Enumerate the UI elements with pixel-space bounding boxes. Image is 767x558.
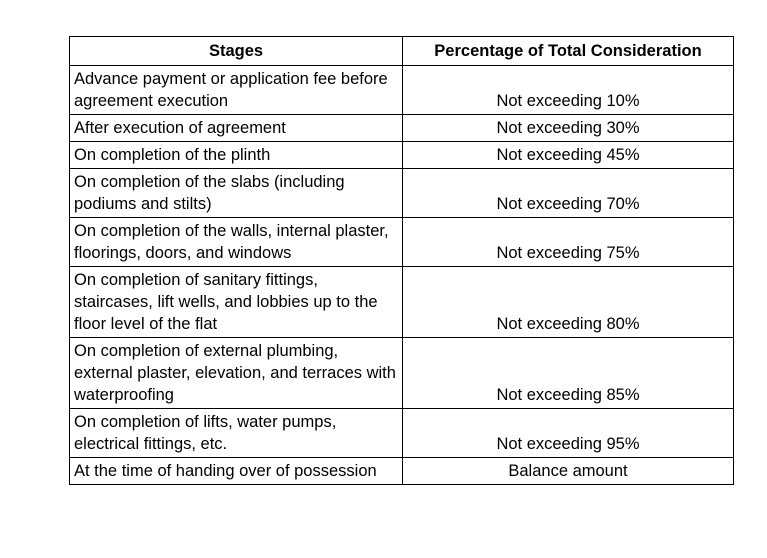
stage-cell: On completion of the slabs (including po… <box>69 168 403 218</box>
table-row: On completion of lifts, water pumps, ele… <box>69 408 734 458</box>
table-row: Advance payment or application fee befor… <box>69 65 734 115</box>
table-row: On completion of sanitary fittings, stai… <box>69 266 734 338</box>
stage-cell: At the time of handing over of possessio… <box>69 457 403 485</box>
stages-column-header: Stages <box>69 36 403 66</box>
percentage-cell: Not exceeding 95% <box>402 408 734 458</box>
table-row: On completion of the walls, internal pla… <box>69 217 734 267</box>
percentage-cell: Not exceeding 85% <box>402 337 734 409</box>
percentage-cell: Not exceeding 75% <box>402 217 734 267</box>
table-row: On completion of the slabs (including po… <box>69 168 734 218</box>
percentage-cell: Balance amount <box>402 457 734 485</box>
table-row: On completion of external plumbing, exte… <box>69 337 734 409</box>
percentage-cell: Not exceeding 30% <box>402 114 734 142</box>
payment-schedule-table: Stages Percentage of Total Consideration… <box>69 36 734 485</box>
stage-cell: After execution of agreement <box>69 114 403 142</box>
table-row: At the time of handing over of possessio… <box>69 457 734 485</box>
stage-cell: On completion of the plinth <box>69 141 403 169</box>
percentage-cell: Not exceeding 70% <box>402 168 734 218</box>
table-header-row: Stages Percentage of Total Consideration <box>69 36 734 66</box>
stage-cell: On completion of lifts, water pumps, ele… <box>69 408 403 458</box>
percentage-column-header: Percentage of Total Consideration <box>402 36 734 66</box>
stage-cell: On completion of sanitary fittings, stai… <box>69 266 403 338</box>
percentage-cell: Not exceeding 10% <box>402 65 734 115</box>
stage-cell: Advance payment or application fee befor… <box>69 65 403 115</box>
table-row: After execution of agreement Not exceedi… <box>69 114 734 142</box>
stage-cell: On completion of external plumbing, exte… <box>69 337 403 409</box>
percentage-cell: Not exceeding 80% <box>402 266 734 338</box>
percentage-cell: Not exceeding 45% <box>402 141 734 169</box>
table-row: On completion of the plinth Not exceedin… <box>69 141 734 169</box>
stage-cell: On completion of the walls, internal pla… <box>69 217 403 267</box>
